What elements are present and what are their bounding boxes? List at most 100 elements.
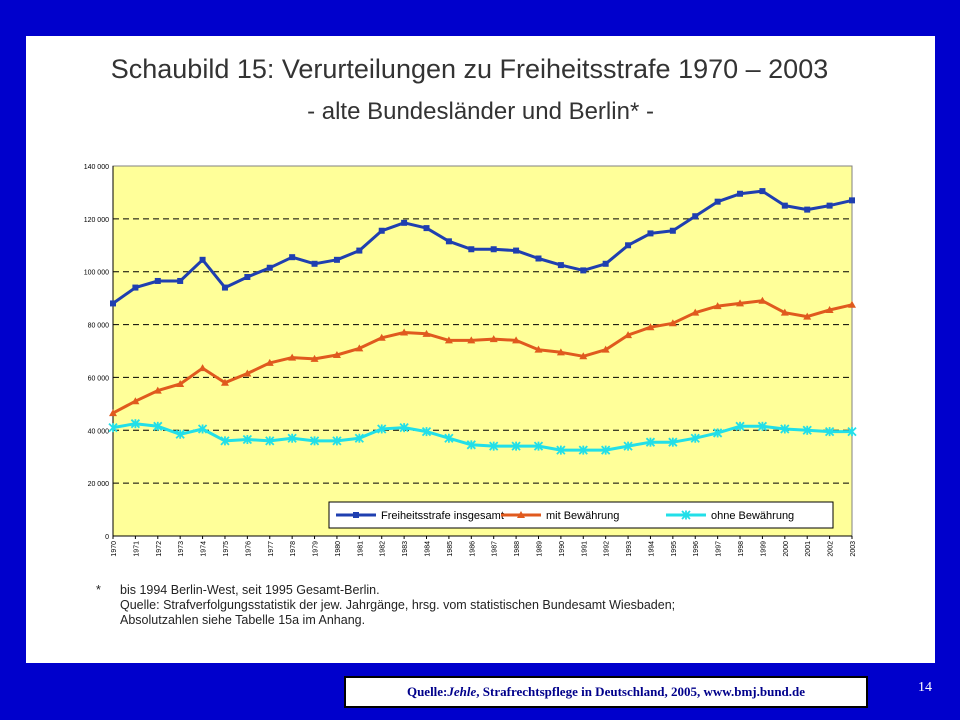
legend-label: mit Bewährung [546, 510, 619, 522]
footnote-reference: Absolutzahlen siehe Tabelle 15a im Anhan… [120, 613, 366, 627]
legend-marker [517, 511, 525, 518]
legend-label: ohne Bewährung [711, 510, 794, 522]
data-point [289, 254, 296, 261]
data-point [243, 369, 252, 377]
y-tick-label: 20 000 [88, 481, 110, 488]
data-point [399, 423, 409, 433]
x-tick-label: 1999 [760, 541, 767, 557]
data-point [802, 425, 812, 435]
data-point [535, 255, 542, 262]
data-point [377, 424, 387, 434]
data-point [735, 421, 745, 431]
data-point [579, 352, 588, 360]
x-tick-label: 1982 [380, 541, 387, 557]
data-point [601, 445, 611, 455]
data-point [624, 331, 633, 339]
source-prefix: Quelle: [406, 684, 448, 699]
data-point [712, 428, 723, 438]
legend-marker [681, 510, 691, 520]
data-point [645, 437, 656, 447]
data-point [556, 348, 565, 356]
data-point [824, 426, 835, 437]
data-point [826, 202, 833, 209]
data-point [197, 424, 208, 434]
data-point [780, 424, 790, 434]
data-point [288, 353, 297, 361]
data-point [310, 354, 319, 362]
plot-area [112, 165, 853, 537]
data-point [356, 247, 363, 254]
data-point [266, 264, 273, 271]
data-point [780, 308, 789, 316]
data-point [713, 302, 722, 310]
x-tick-label: 2001 [805, 541, 812, 557]
data-point [623, 441, 633, 451]
data-point [401, 219, 408, 226]
data-point [580, 267, 587, 274]
data-point [154, 277, 161, 284]
data-point [489, 335, 498, 343]
legend-label: Freiheitsstrafe insgesamt [381, 510, 504, 522]
data-point [421, 426, 432, 437]
data-point [132, 284, 139, 291]
grid-lines [113, 218, 852, 484]
y-tick-label: 80 000 [88, 323, 110, 330]
x-tick-label: 1978 [290, 541, 297, 557]
series-3 [108, 419, 857, 455]
x-tick-label: 1992 [604, 541, 611, 557]
data-point [737, 190, 744, 197]
x-tick-label: 1975 [223, 541, 230, 557]
data-point [198, 364, 207, 372]
data-point [287, 433, 297, 443]
data-point [378, 227, 385, 234]
data-point [422, 329, 431, 337]
x-tick-label: 1970 [111, 541, 118, 557]
x-tick-label: 1986 [469, 541, 476, 557]
data-point [400, 328, 409, 336]
data-point [354, 433, 364, 443]
y-tick-label: 0 [105, 534, 109, 541]
footnotes: * bis 1994 Berlin-West, seit 1995 Gesamt… [96, 583, 876, 628]
data-point [825, 306, 834, 314]
legend-item: mit Bewährung [501, 510, 619, 522]
data-point [175, 429, 185, 439]
data-point [601, 345, 610, 353]
x-tick-label: 1981 [357, 541, 364, 557]
data-point [377, 333, 386, 341]
x-tick-label: 2002 [828, 541, 835, 557]
y-tick-label: 40 000 [88, 428, 110, 435]
data-point [512, 336, 521, 344]
legend-box [328, 501, 834, 529]
data-point [110, 300, 116, 307]
data-point [108, 423, 118, 433]
data-point [557, 262, 564, 269]
data-point [131, 397, 140, 405]
series-line [112, 189, 853, 305]
y-axis-tick-labels: 0 20 000 40 000 60 000 80 000 100 000 120 000 1… [84, 164, 109, 541]
data-point [109, 409, 117, 417]
data-point [468, 246, 475, 253]
data-point [669, 227, 676, 234]
data-point [556, 445, 566, 455]
footnote-marker: * [96, 583, 101, 597]
data-point [692, 213, 699, 220]
data-point [490, 246, 497, 253]
data-point [759, 188, 766, 195]
x-tick-label: 1984 [425, 541, 432, 557]
data-point [265, 358, 274, 366]
y-tick-label: 100 000 [84, 270, 109, 277]
data-point [466, 440, 476, 450]
y-tick-label: 120 000 [84, 217, 109, 224]
x-tick-label: 2003 [850, 541, 857, 557]
data-point [176, 380, 185, 388]
data-point [803, 312, 812, 320]
data-point [511, 441, 521, 451]
x-tick-label: 1988 [514, 541, 521, 557]
source-citation-box: Quelle: Jehle, Strafrechtspflege in Deut… [344, 676, 868, 708]
data-point [647, 230, 654, 237]
data-point [714, 198, 721, 205]
data-point [355, 344, 364, 352]
slide-panel: Schaubild 15: Verurteilungen zu Freiheit… [26, 36, 935, 663]
x-tick-label: 1973 [178, 541, 185, 557]
x-tick-label: 1974 [201, 541, 208, 557]
